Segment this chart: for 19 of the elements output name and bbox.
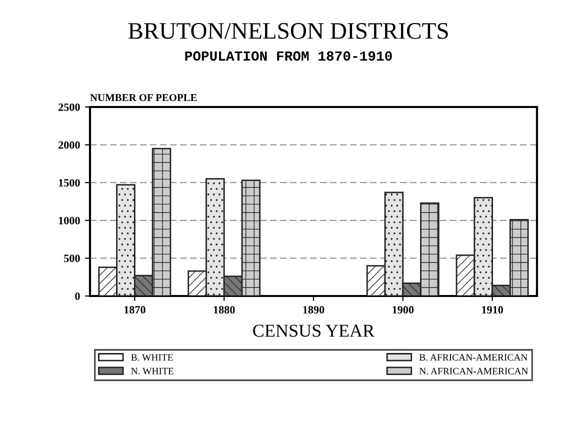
x-tick-label: 1900 <box>392 306 414 314</box>
legend-label: N. AFRICAN-AMERICAN <box>419 368 528 374</box>
y-tick-label: 500 <box>64 254 80 262</box>
legend-label: B. WHITE <box>131 354 173 361</box>
y-tick-label: 1000 <box>58 216 80 224</box>
x-tick-label: 1870 <box>124 306 146 314</box>
chart-subtitle: POPULATION FROM 1870-1910 <box>185 51 392 61</box>
x-tick-label: 1910 <box>482 306 503 314</box>
y-tick-label: 2000 <box>58 141 80 149</box>
y-tick-label: 2500 <box>58 103 80 111</box>
chart-title: BRUTON/NELSON DISTRICTS <box>128 23 448 39</box>
legend-label: N. WHITE <box>131 368 174 374</box>
y-tick-label: 1500 <box>58 179 80 187</box>
legend-label: B. AFRICAN-AMERICAN <box>419 354 528 361</box>
x-tick-label: 1890 <box>303 306 324 314</box>
x-axis-title: CENSUS YEAR <box>253 324 375 337</box>
y-axis-title: NUMBER OF PEOPLE <box>90 94 197 102</box>
y-tick-label: 0 <box>75 292 80 300</box>
x-tick-label: 1880 <box>214 306 235 314</box>
